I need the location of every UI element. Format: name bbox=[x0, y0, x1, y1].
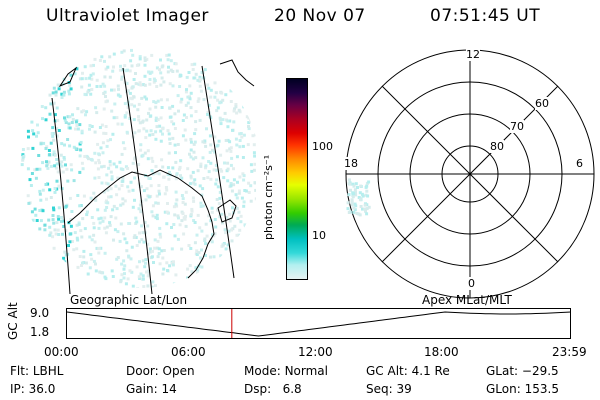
status-flt: Flt: LBHL bbox=[10, 364, 64, 378]
status-seq: Seq: 39 bbox=[366, 382, 412, 396]
colorbar bbox=[286, 78, 308, 280]
mlat-label-80: 80 bbox=[490, 140, 504, 153]
status-ip: IP: 36.0 bbox=[10, 382, 56, 396]
gc-alt-axis-label: GC Alt bbox=[6, 302, 20, 340]
mlat-label-60: 60 bbox=[535, 97, 549, 110]
geographic-label: Geographic Lat/Lon bbox=[70, 293, 188, 307]
altitude-timeline bbox=[66, 308, 572, 339]
longitude-line bbox=[122, 67, 153, 294]
y-tick-1-8: 1.8 bbox=[30, 325, 50, 339]
geographic-image bbox=[20, 48, 256, 294]
x-tick-1200: 12:00 bbox=[298, 345, 333, 359]
status-gc-alt: GC Alt: 4.1 Re bbox=[366, 364, 450, 378]
mlt-label-12: 12 bbox=[466, 48, 480, 61]
status-glon: GLon: 153.5 bbox=[486, 382, 559, 396]
y-tick-9: 9.0 bbox=[30, 306, 50, 320]
meridian-diagonal bbox=[381, 85, 559, 263]
observation-date: 20 Nov 07 bbox=[274, 6, 366, 26]
uv-emission-disk bbox=[20, 48, 256, 288]
status-glat: GLat: −29.5 bbox=[486, 364, 559, 378]
polar-grid bbox=[345, 49, 595, 299]
longitude-line bbox=[51, 97, 71, 294]
observation-time: 07:51:45 UT bbox=[430, 6, 541, 26]
coastline-island bbox=[217, 199, 237, 223]
altitude-curve bbox=[66, 311, 572, 337]
mlt-label-6: 6 bbox=[576, 157, 583, 170]
colorbar-tick-100: 100 bbox=[312, 140, 333, 153]
aurora-patch bbox=[346, 178, 371, 217]
coastline-fragment bbox=[219, 59, 255, 87]
apex-label: Apex MLat/MLT bbox=[422, 293, 512, 307]
x-tick-1800: 18:00 bbox=[424, 345, 459, 359]
instrument-title: Ultraviolet Imager bbox=[46, 6, 209, 26]
status-mode: Mode: Normal bbox=[244, 364, 328, 378]
coastline bbox=[67, 169, 215, 279]
mlat-label-70: 70 bbox=[510, 120, 524, 133]
status-dsp: Dsp: 6.8 bbox=[244, 382, 302, 396]
status-door: Door: Open bbox=[126, 364, 195, 378]
colorbar-unit-label: photon cm⁻²s⁻¹ bbox=[262, 154, 275, 240]
mlt-label-18: 18 bbox=[344, 157, 358, 170]
coastline-fragment bbox=[58, 66, 78, 88]
x-tick-0600: 06:00 bbox=[171, 345, 206, 359]
mlt-label-0: 0 bbox=[468, 277, 475, 290]
longitude-line bbox=[201, 65, 235, 279]
x-tick-0000: 00:00 bbox=[44, 345, 79, 359]
colorbar-tick-10: 10 bbox=[312, 229, 326, 242]
status-gain: Gain: 14 bbox=[126, 382, 177, 396]
x-tick-2359: 23:59 bbox=[552, 345, 587, 359]
